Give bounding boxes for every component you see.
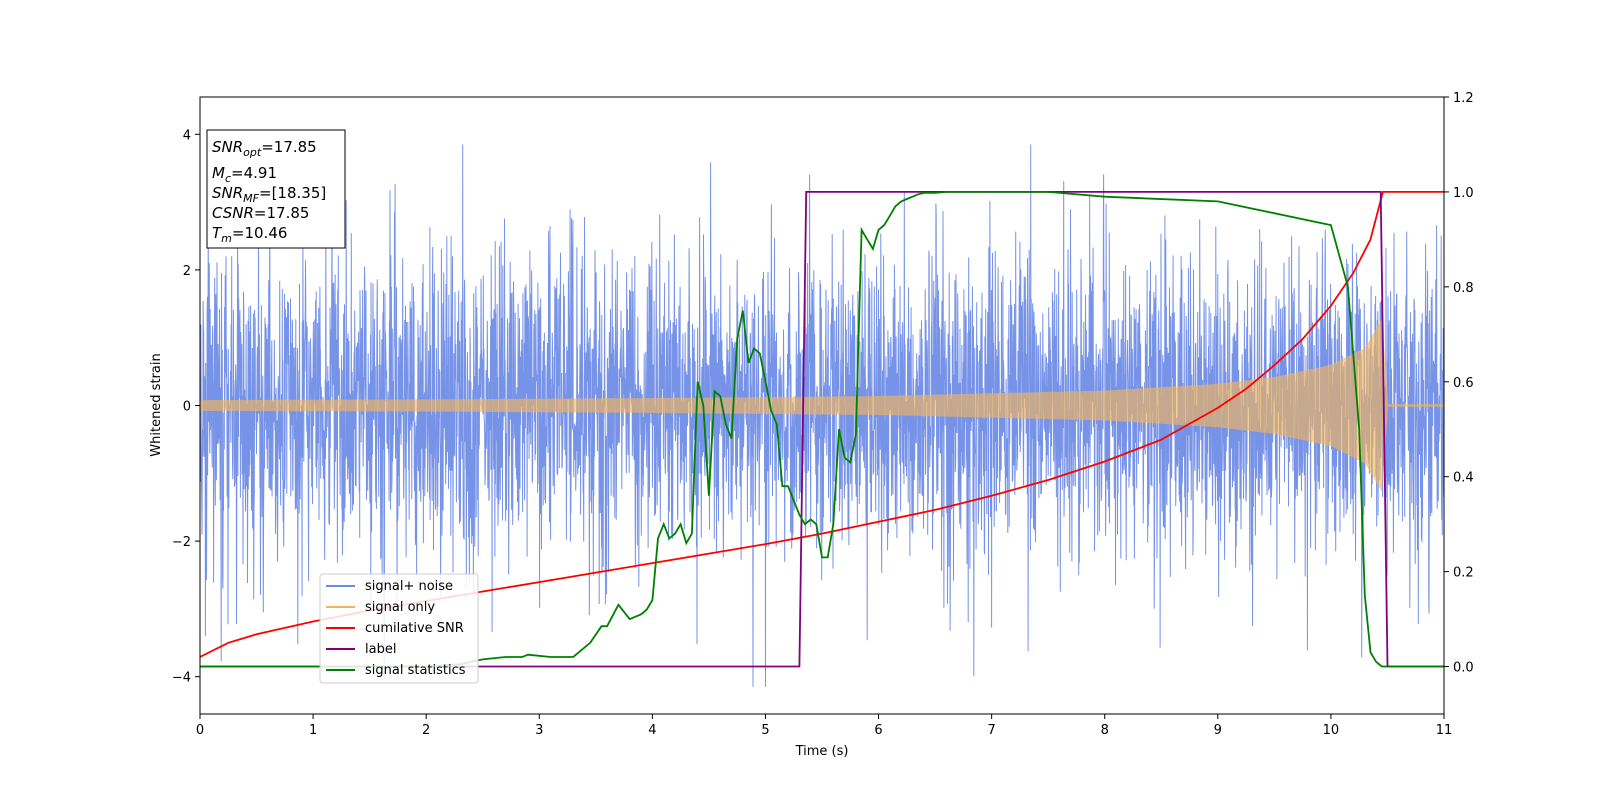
x-axis-label: Time (s) — [795, 744, 849, 759]
mc-value: =4.91 — [231, 164, 277, 182]
y-tick-label: 0 — [183, 400, 191, 415]
x-tick-label: 6 — [874, 723, 882, 738]
y-axis-left: −4 −2 0 2 4 — [172, 128, 200, 686]
legend-entry: label — [365, 642, 396, 657]
legend-frame — [319, 573, 479, 684]
info-box: SNRopt=17.85 Mc=4.91 SNRMF=[18.35] CSNR=… — [206, 129, 346, 249]
legend-entry: signal statistics — [365, 663, 466, 678]
x-axis: 0 1 2 3 4 5 6 7 8 9 10 11 — [196, 714, 1452, 738]
y2-tick-label: 0.6 — [1453, 376, 1474, 391]
snr-opt-value: =17.85 — [261, 138, 317, 156]
legend-entry: cumilative SNR — [365, 621, 464, 636]
legend-entry: signal+ noise — [365, 579, 453, 594]
x-tick-label: 9 — [1214, 723, 1222, 738]
y2-tick-label: 0.2 — [1453, 566, 1474, 581]
info-box-frame — [206, 129, 346, 249]
snr-mf-base: SNR — [212, 184, 243, 202]
snr-mf-annotation: SNRMF=[18.35] — [212, 184, 326, 205]
plot-layer — [200, 144, 1444, 687]
signal-only-series — [200, 319, 1444, 492]
csnr-base: CSNR — [212, 204, 254, 222]
y2-tick-label: 0.0 — [1453, 661, 1474, 676]
y-tick-label: −4 — [172, 671, 191, 686]
mc-sub: c — [225, 172, 231, 185]
x-tick-label: 11 — [1436, 723, 1453, 738]
x-tick-label: 5 — [761, 723, 769, 738]
mc-base: M — [212, 164, 225, 182]
x-tick-label: 0 — [196, 723, 204, 738]
snr-opt-base: SNR — [212, 138, 243, 156]
x-tick-label: 10 — [1323, 723, 1340, 738]
y-tick-label: 2 — [183, 264, 191, 279]
signal-statistics-series — [200, 191, 1444, 668]
tm-value: =10.46 — [232, 224, 288, 242]
tm-sub: m — [221, 232, 232, 245]
snr-mf-sub: MF — [243, 192, 259, 205]
x-tick-label: 8 — [1101, 723, 1109, 738]
y-tick-label: −2 — [172, 535, 191, 550]
y-axis-right: 0.0 0.2 0.4 0.6 0.8 1.0 1.2 — [1444, 91, 1474, 676]
tm-annotation: Tm=10.46 — [212, 224, 287, 245]
y2-tick-label: 1.0 — [1453, 186, 1474, 201]
legend: signal+ noise signal only cumilative SNR la… — [319, 573, 479, 684]
y2-tick-label: 0.8 — [1453, 281, 1474, 296]
x-tick-label: 2 — [422, 723, 430, 738]
csnr-annotation: CSNR=17.85 — [212, 204, 309, 222]
x-tick-label: 3 — [535, 723, 543, 738]
x-tick-label: 7 — [987, 723, 995, 738]
snr-opt-annotation: SNRopt=17.85 — [212, 138, 317, 159]
y-axis-label: Whitened strain — [149, 353, 164, 456]
y2-tick-label: 1.2 — [1453, 91, 1474, 106]
snr-mf-value: =[18.35] — [259, 184, 326, 202]
x-tick-label: 4 — [648, 723, 656, 738]
mc-annotation: Mc=4.91 — [212, 164, 277, 185]
y-tick-label: 4 — [183, 128, 191, 143]
tm-base: T — [212, 224, 223, 242]
y2-tick-label: 0.4 — [1453, 471, 1474, 486]
x-tick-label: 1 — [309, 723, 317, 738]
csnr-value: =17.85 — [254, 204, 310, 222]
snr-opt-sub: opt — [243, 146, 262, 159]
legend-entry: signal only — [365, 600, 435, 615]
